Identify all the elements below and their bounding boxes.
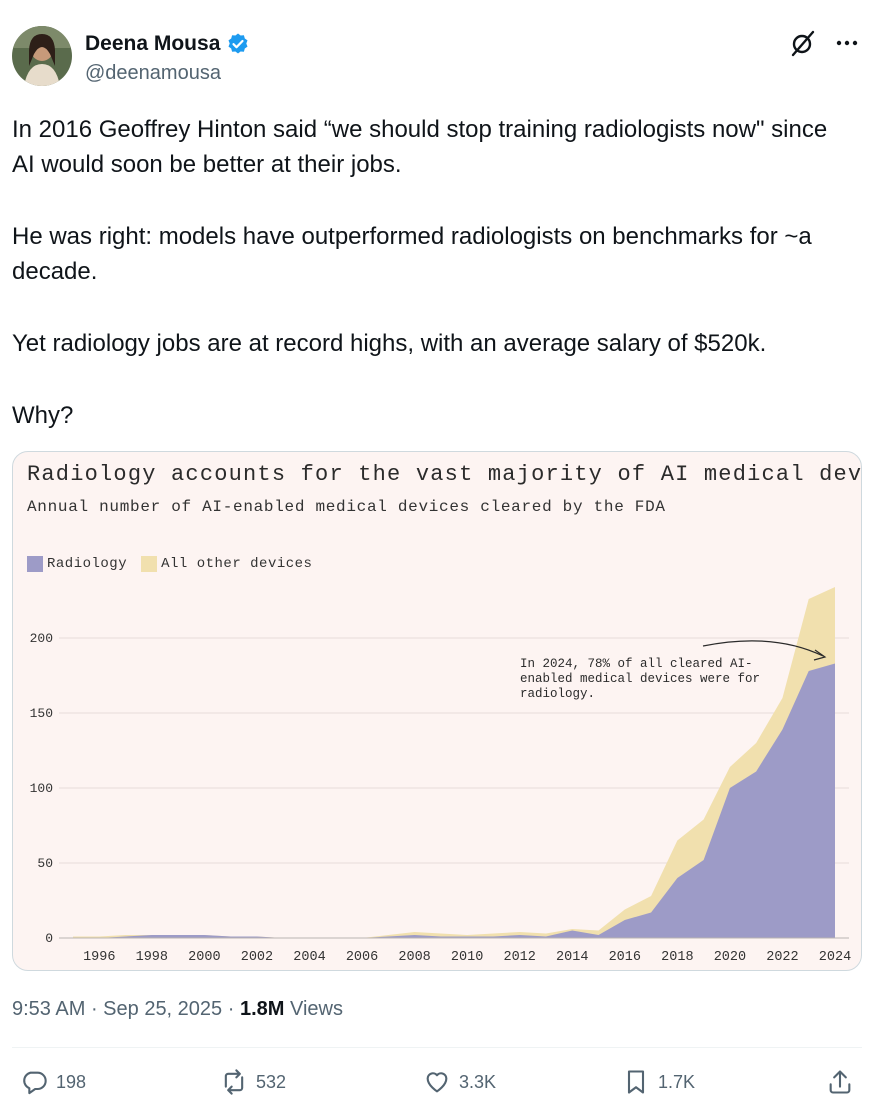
annotation-arrow — [702, 640, 824, 657]
x-tick-label: 2010 — [451, 950, 483, 965]
x-tick-label: 2000 — [188, 950, 220, 965]
y-tick-label: 50 — [37, 856, 53, 871]
more-options-icon[interactable] — [832, 28, 862, 58]
series-area-radiology — [73, 663, 835, 938]
divider — [12, 1047, 862, 1048]
x-tick-label: 2024 — [819, 950, 851, 965]
x-tick-label: 2008 — [398, 950, 430, 965]
x-tick-label: 2014 — [556, 950, 588, 965]
legend-swatch-other — [141, 556, 158, 572]
tweet-meta: 9:53 AM · Sep 25, 2025 · 1.8M Views — [12, 998, 343, 1021]
tweet-text: In 2016 Geoffrey Hinton said “we should … — [12, 112, 852, 470]
x-tick-label: 2002 — [241, 950, 273, 965]
y-tick-label: 100 — [30, 781, 53, 796]
x-tick-label: 2012 — [503, 950, 535, 965]
x-tick-label: 1998 — [136, 950, 168, 965]
chart-annotation-line: enabled medical devices were for — [520, 672, 760, 686]
like-button[interactable]: 3.3K — [423, 1068, 496, 1096]
chart-image[interactable]: 0 50 100 150 200 1996 1998 2000 2002 2004 2006 2008… — [12, 451, 862, 971]
avatar[interactable] — [12, 26, 72, 86]
reply-button[interactable]: 198 — [20, 1068, 86, 1096]
y-tick-label: 0 — [45, 931, 53, 946]
verified-badge-icon — [228, 33, 248, 54]
tweet-time[interactable]: 9:53 AM — [12, 998, 86, 1020]
legend-item-radiology: Radiology — [27, 556, 127, 572]
reply-count: 198 — [56, 1071, 87, 1092]
author-name[interactable]: Deena Mousa — [85, 32, 221, 55]
meta-separator: · — [222, 998, 240, 1020]
tweet-date[interactable]: Sep 25, 2025 — [103, 998, 223, 1020]
tweet-paragraph: Why? — [12, 402, 74, 429]
bookmark-icon — [627, 1070, 645, 1094]
area-chart: 0 50 100 150 200 1996 1998 2000 2002 2004 2006 2008… — [30, 587, 851, 965]
x-tick-label: 2020 — [714, 950, 746, 965]
repost-icon — [224, 1069, 244, 1095]
legend-label: All other devices — [161, 556, 313, 572]
chart-title: Radiology accounts for the vast majority… — [27, 462, 862, 487]
reply-icon — [23, 1071, 47, 1095]
tweet-header: Deena Mousa @deenamousa — [12, 26, 862, 90]
repost-button[interactable]: 532 — [220, 1068, 286, 1096]
share-button[interactable] — [826, 1068, 862, 1096]
tweet-paragraph: In 2016 Geoffrey Hinton said “we should … — [12, 116, 828, 178]
legend-label: Radiology — [47, 556, 128, 572]
x-tick-label: 2016 — [609, 950, 641, 965]
x-tick-label: 2004 — [293, 950, 325, 965]
action-bar: 198 532 3.3K 1.7K — [20, 1068, 856, 1104]
y-tick-label: 200 — [30, 631, 53, 646]
legend-swatch-radiology — [27, 556, 43, 572]
y-tick-label: 150 — [30, 706, 53, 721]
x-tick-label: 1996 — [83, 950, 115, 965]
like-count: 3.3K — [459, 1071, 497, 1092]
views-label: Views — [284, 998, 343, 1020]
chart-annotation-line: radiology. — [520, 687, 595, 701]
author-handle[interactable]: @deenamousa — [85, 62, 221, 84]
chart-annotation-line: In 2024, 78% of all cleared AI- — [520, 657, 753, 671]
x-tick-label: 2022 — [766, 950, 798, 965]
tweet-paragraph: He was right: models have outperformed r… — [12, 223, 812, 285]
bookmark-count: 1.7K — [658, 1071, 696, 1092]
heart-icon — [426, 1072, 448, 1093]
views-count: 1.8M — [239, 998, 285, 1020]
share-icon — [829, 1070, 851, 1094]
x-tick-label: 2018 — [661, 950, 693, 965]
bookmark-button[interactable]: 1.7K — [622, 1068, 695, 1096]
grok-icon[interactable] — [788, 28, 818, 58]
tweet-paragraph: Yet radiology jobs are at record highs, … — [12, 330, 767, 357]
x-tick-label: 2006 — [346, 950, 378, 965]
legend-item-other: All other devices — [141, 556, 312, 572]
chart-subtitle: Annual number of AI-enabled medical devi… — [27, 498, 666, 516]
meta-separator: · — [85, 998, 104, 1020]
repost-count: 532 — [256, 1071, 287, 1092]
chart-legend: Radiology All other devices — [27, 556, 326, 572]
annotation-arrowhead — [813, 649, 827, 661]
